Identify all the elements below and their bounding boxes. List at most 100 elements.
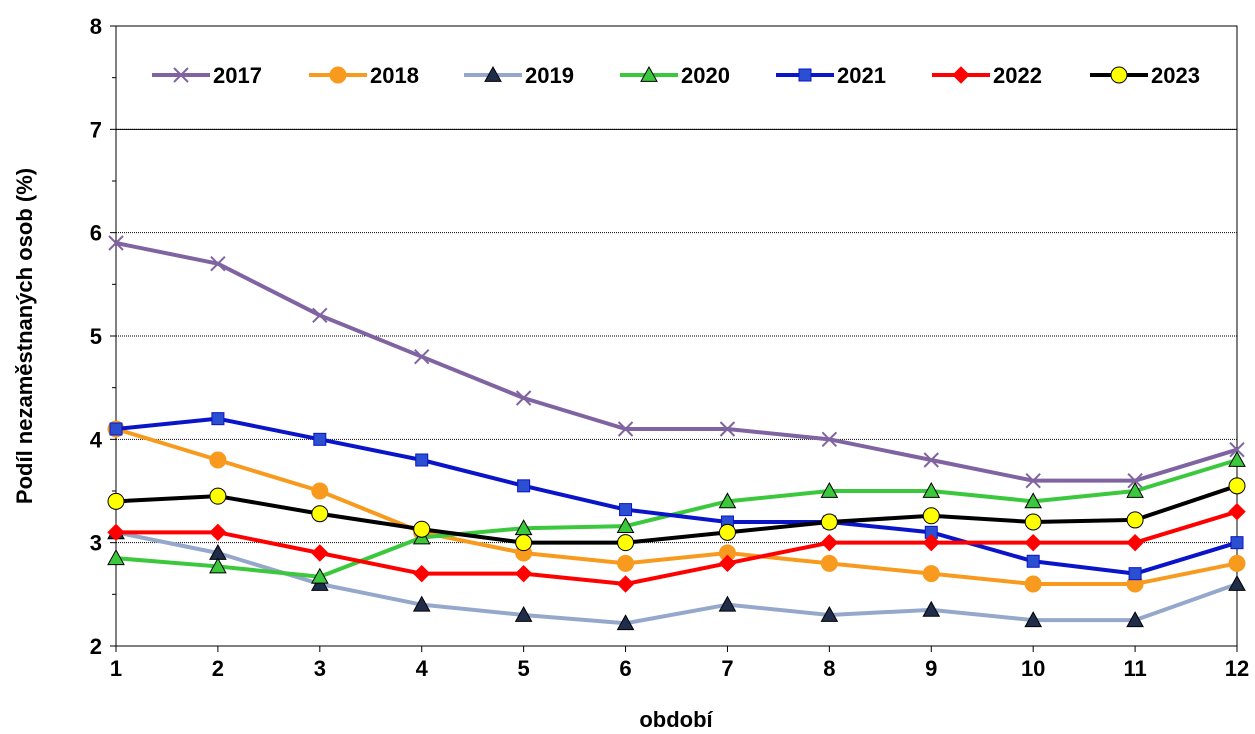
x-tick-label: 4 — [416, 656, 429, 681]
marker-x — [719, 421, 736, 437]
marker-x — [414, 348, 430, 365]
series-line — [116, 509, 1238, 586]
legend-label: 2021 — [837, 63, 886, 88]
marker-diamond — [514, 564, 533, 583]
marker-x — [617, 421, 634, 437]
x-tick-label: 8 — [823, 656, 835, 681]
marker-triangle — [1024, 492, 1043, 509]
marker-circle — [209, 451, 227, 469]
marker-circle — [1228, 554, 1246, 572]
legend-label: 2018 — [370, 63, 419, 88]
marker-circle — [820, 554, 838, 572]
marker-square — [619, 503, 633, 517]
series-2020 — [107, 450, 1246, 584]
legend: 2017 2018 2019 2020 2021 2022 2023 — [116, 27, 1237, 130]
marker-triangle — [1126, 481, 1144, 498]
marker-circle — [311, 482, 329, 500]
legend-item-2019: 2019 — [464, 63, 574, 88]
marker-triangle — [820, 605, 839, 622]
marker-square — [517, 479, 531, 493]
marker-circle — [1126, 511, 1144, 529]
marker-circle — [922, 507, 940, 525]
marker-triangle — [209, 557, 227, 574]
marker-x — [821, 431, 838, 448]
legend-label: 2022 — [993, 63, 1042, 88]
marker-diamond — [413, 564, 431, 583]
marker-triangle — [718, 492, 737, 509]
x-axis-label: období — [639, 707, 713, 732]
x-tick-label: 9 — [925, 656, 937, 681]
series-line — [115, 427, 1238, 586]
legend-label: 2019 — [525, 63, 574, 88]
legend-label: 2020 — [681, 63, 730, 88]
marker-circle — [1110, 66, 1128, 84]
x-tick-label: 6 — [619, 656, 631, 681]
marker-circle — [413, 520, 431, 538]
marker-circle — [922, 565, 940, 583]
x-tick-label: 2 — [212, 656, 224, 681]
marker-circle — [617, 554, 635, 572]
marker-square — [1128, 567, 1142, 581]
marker-diamond — [1126, 533, 1144, 552]
marker-diamond — [1024, 533, 1042, 552]
y-axis-label: Podíl nezaměstnaných osob (%) — [12, 168, 37, 504]
marker-triangle — [107, 549, 125, 566]
marker-circle — [718, 523, 736, 541]
marker-circle — [329, 66, 347, 84]
legend-item-2023: 2023 — [1090, 63, 1200, 88]
marker-circle — [820, 513, 838, 531]
marker-x — [515, 390, 532, 406]
marker-square — [313, 432, 327, 446]
marker-triangle — [640, 65, 658, 82]
series-line — [115, 416, 1238, 576]
x-tick-label: 1 — [110, 656, 122, 681]
marker-triangle — [1228, 450, 1246, 467]
marker-triangle — [412, 595, 431, 612]
legend-item-2022: 2022 — [932, 63, 1042, 88]
legend-item-2021: 2021 — [776, 63, 886, 88]
y-tick-label: 6 — [90, 221, 102, 246]
x-tick-label: 3 — [314, 656, 326, 681]
marker-diamond — [107, 523, 125, 542]
marker-x — [923, 452, 939, 468]
series-group — [107, 235, 1246, 631]
series-2019 — [107, 523, 1246, 631]
marker-triangle — [1024, 611, 1043, 628]
marker-triangle — [718, 595, 737, 612]
marker-diamond — [209, 523, 227, 542]
x-tick-label: 7 — [721, 656, 733, 681]
marker-square — [798, 68, 812, 82]
marker-triangle — [514, 605, 533, 622]
marker-triangle — [616, 614, 635, 631]
x-tick-label: 10 — [1021, 656, 1045, 681]
series-2017 — [108, 235, 1245, 489]
marker-x — [1025, 472, 1041, 489]
y-tick-label: 7 — [90, 117, 102, 142]
marker-square — [1230, 536, 1244, 550]
marker-triangle — [484, 65, 502, 82]
marker-circle — [209, 487, 227, 505]
y-tick-label: 5 — [90, 324, 102, 349]
series-line — [115, 458, 1238, 579]
marker-triangle — [820, 481, 839, 498]
series-line — [115, 483, 1238, 545]
marker-triangle — [310, 567, 329, 584]
marker-diamond — [922, 533, 940, 552]
legend-label: 2017 — [213, 63, 262, 88]
marker-diamond — [1228, 502, 1246, 521]
marker-circle — [1228, 477, 1246, 495]
marker-x — [1127, 472, 1143, 489]
marker-x — [312, 307, 328, 324]
legend-item-2017: 2017 — [152, 63, 262, 88]
marker-triangle — [616, 517, 635, 534]
x-tick-label: 11 — [1123, 656, 1146, 681]
marker-circle — [617, 534, 635, 552]
x-tick-label: 12 — [1225, 656, 1249, 681]
marker-x — [210, 255, 226, 272]
marker-diamond — [952, 66, 970, 84]
marker-triangle — [922, 600, 941, 617]
series-2022 — [107, 502, 1246, 593]
marker-circle — [1024, 575, 1042, 593]
